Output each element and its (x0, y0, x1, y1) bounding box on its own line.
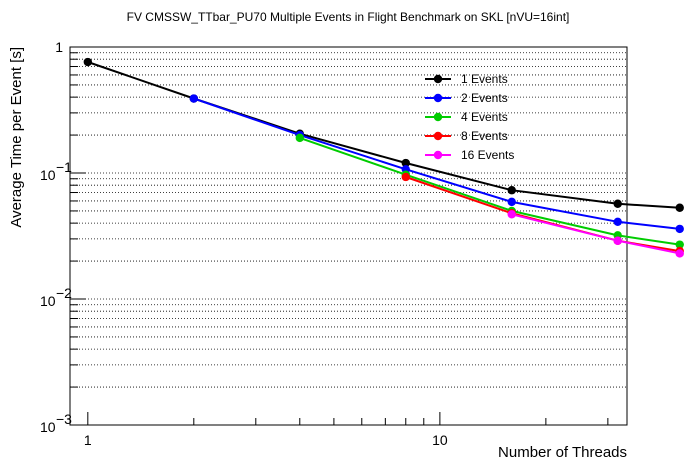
data-point (507, 186, 516, 195)
y-tick-label: 10 (40, 167, 56, 183)
data-point (401, 158, 410, 168)
legend: 1 Events 2 Events 4 Events 8 Events 16 Event… (425, 72, 514, 162)
data-point (675, 249, 684, 258)
y-tick-label-exponent: −1 (56, 159, 72, 175)
data-point (507, 210, 516, 219)
x-axis-label: Number of Threads (498, 444, 627, 461)
legend-label: 1 Events (461, 72, 508, 86)
series-line (193, 97, 680, 230)
series-line (87, 61, 680, 209)
legend-swatch-marker (433, 93, 443, 103)
data-point (613, 199, 622, 208)
data-point (613, 236, 622, 245)
legend-swatch-marker (433, 74, 443, 84)
legend-swatch-marker (433, 131, 443, 141)
y-tick-label: 10 (40, 419, 56, 435)
data-point (675, 203, 684, 212)
y-tick-label: 1 (55, 39, 63, 55)
data-point (401, 172, 410, 182)
data-point (613, 217, 622, 226)
chart-title: FV CMSSW_TTbar_PU70 Multiple Events in F… (127, 10, 570, 24)
y-axis-label: Average Time per Event [s] (8, 47, 25, 228)
data-point (675, 240, 684, 249)
y-tick-label-exponent: −3 (56, 411, 72, 427)
legend-label: 16 Events (461, 148, 514, 162)
legend-label: 2 Events (461, 91, 508, 105)
grid-lines (70, 52, 627, 426)
y-tick-label-exponent: −2 (56, 285, 72, 301)
legend-label: 8 Events (461, 129, 508, 143)
axis-ticks (70, 46, 609, 426)
data-point (83, 57, 93, 67)
x-tick-label: 1 (84, 432, 92, 448)
legend-swatch-marker (433, 112, 443, 122)
series-group (83, 57, 684, 258)
series-line (511, 213, 680, 255)
x-tick-label: 10 (432, 432, 448, 448)
data-point (675, 224, 684, 234)
data-point (507, 197, 516, 207)
plot-frame (69, 46, 628, 426)
legend-swatch-marker (433, 150, 443, 160)
data-point (295, 133, 304, 143)
y-tick-label: 10 (40, 293, 56, 309)
legend-label: 4 Events (461, 110, 508, 124)
data-point (189, 94, 199, 103)
